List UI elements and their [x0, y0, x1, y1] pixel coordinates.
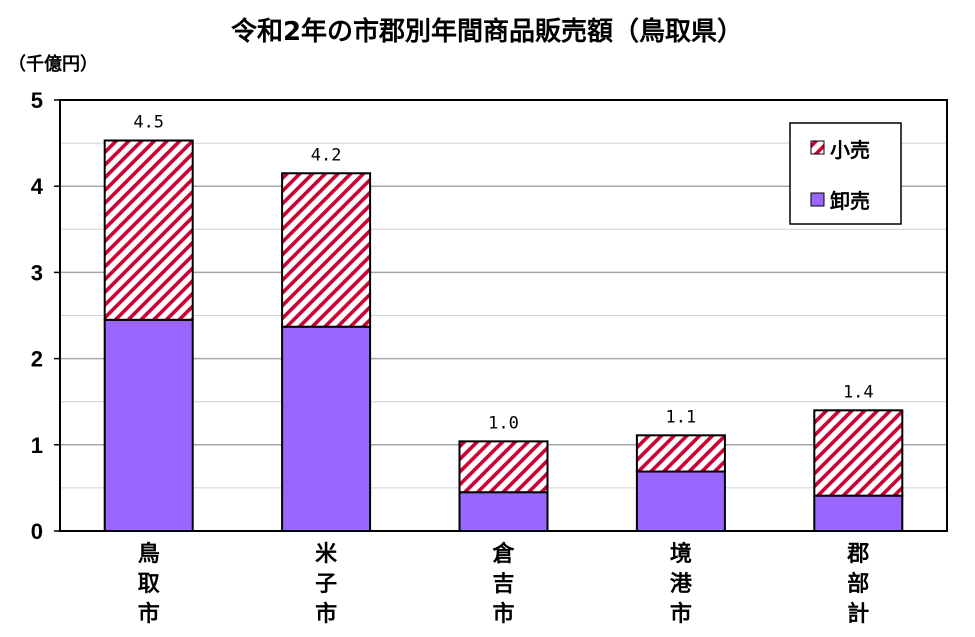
- x-tick-label-char: 港: [670, 572, 693, 597]
- y-unit-label: （千億円）: [8, 53, 98, 75]
- data-label-total: 4.5: [133, 113, 164, 133]
- x-tick-label-char: 郡: [846, 542, 869, 567]
- bar-segment-小売: [635, 434, 726, 473]
- bars: [103, 139, 904, 533]
- y-tick-label: 0: [31, 519, 43, 544]
- legend: 小売 卸売: [789, 122, 902, 225]
- legend-label-小売: 小売: [830, 138, 870, 162]
- x-tick-label-char: 倉: [491, 541, 515, 567]
- y-tick-label: 1: [31, 433, 43, 458]
- x-tick-label-char: 市: [492, 601, 514, 627]
- data-label-total: 4.2: [311, 145, 342, 165]
- x-tick-label-char: 吉: [492, 571, 514, 597]
- bar-segment-小売: [103, 139, 194, 321]
- y-tick-label: 5: [31, 88, 43, 113]
- data-label-total: 1.1: [666, 407, 697, 427]
- bar-segment-卸売: [635, 470, 726, 533]
- y-tick-label: 4: [31, 174, 44, 199]
- x-tick-label-char: 境: [670, 541, 692, 567]
- legend-label-卸売: 卸売: [830, 189, 870, 213]
- y-axis: 0 1 2 3 4 5: [31, 88, 60, 544]
- bar-segment-小売: [281, 172, 372, 328]
- x-tick-label-char: 取: [138, 572, 160, 597]
- legend-swatch-小売: [810, 140, 825, 155]
- x-tick-label-char: 部: [847, 571, 869, 597]
- data-label-total: 1.0: [488, 413, 519, 433]
- y-tick-label: 3: [31, 260, 43, 285]
- y-tick-label: 2: [31, 347, 43, 372]
- x-tick-label-char: 鳥: [138, 541, 160, 567]
- x-tick-label-char: 子: [315, 572, 337, 597]
- x-tick-label-char: 市: [670, 601, 692, 627]
- data-labels: 4.5 4.2 1.0 1.1 1.4: [133, 113, 873, 434]
- x-tick-label-char: 市: [138, 601, 160, 627]
- bar-segment-卸売: [813, 494, 904, 532]
- x-tick-label-char: 計: [847, 601, 869, 627]
- data-label-total: 1.4: [843, 382, 874, 402]
- bar-segment-小売: [458, 440, 549, 494]
- plot-border: [59, 99, 948, 532]
- bar-segment-小売: [813, 409, 904, 497]
- bar-segment-卸売: [458, 491, 549, 532]
- bar-segment-卸売: [103, 318, 194, 532]
- bar-segment-卸売: [281, 325, 372, 532]
- legend-swatch-卸売: [810, 192, 825, 207]
- x-tick-label-char: 米: [315, 542, 338, 567]
- chart-title: 令和2年の市郡別年間商品販売額（鳥取県）: [231, 16, 743, 47]
- x-tick-label-char: 市: [315, 601, 337, 627]
- legend-box: [789, 122, 902, 225]
